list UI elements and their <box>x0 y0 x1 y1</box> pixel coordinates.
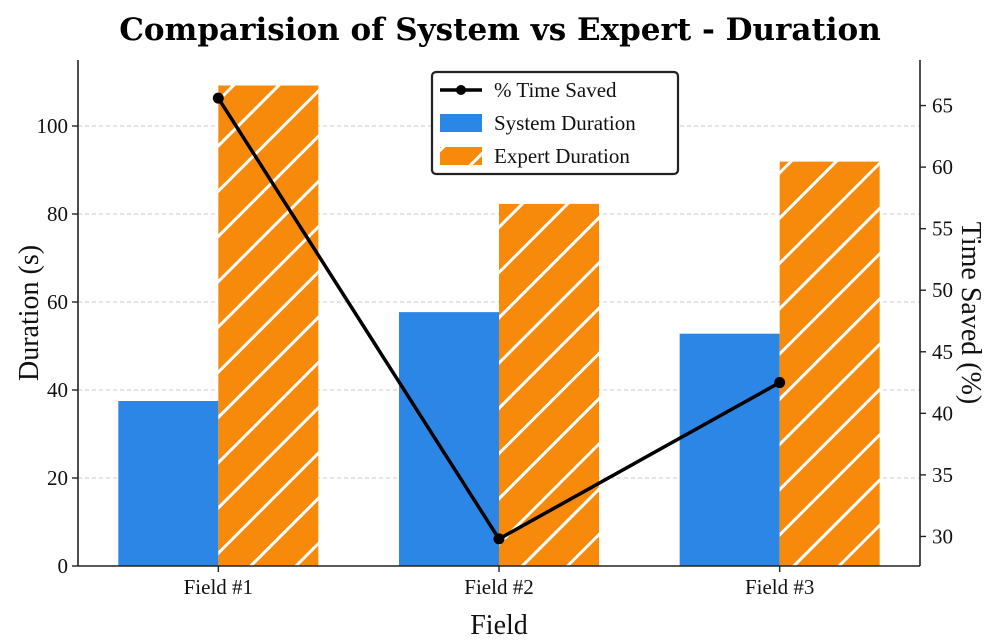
line-point <box>212 92 224 104</box>
x-axis-label: Field <box>470 610 528 641</box>
y-tick-label: 40 <box>47 378 68 402</box>
y-axis-label: Duration (s) <box>14 245 45 381</box>
legend-bar-swatch <box>440 147 482 165</box>
y2-tick-label: 35 <box>932 463 953 487</box>
y2-tick-label: 60 <box>932 155 953 179</box>
time-saved-line <box>212 92 786 545</box>
line-point <box>774 377 786 389</box>
legend-bar-swatch <box>440 114 482 132</box>
y2-axis-label: Time Saved (%) <box>955 222 986 405</box>
x-tick-label: Field #3 <box>745 575 814 599</box>
x-tick-label: Field #1 <box>184 575 253 599</box>
legend-label: System Duration <box>494 111 636 135</box>
bar-system-duration <box>118 401 219 566</box>
bar-expert-duration <box>779 161 880 566</box>
bar-system-duration <box>679 333 780 566</box>
bar-system-duration <box>399 312 499 566</box>
y-tick-label: 80 <box>47 202 68 226</box>
legend-box <box>430 70 680 176</box>
y-tick-label: 60 <box>47 290 68 314</box>
bar-expert-duration <box>499 203 599 566</box>
y2-tick-label: 55 <box>932 217 953 241</box>
chart-title: Comparision of System vs Expert - Durati… <box>119 12 881 48</box>
legend-label: Expert Duration <box>494 144 630 168</box>
y-tick-label: 0 <box>58 554 69 578</box>
legend: % Time Saved System Duration Expert Durati… <box>430 70 680 176</box>
y-tick-label: 100 <box>37 114 69 138</box>
y-tick-label: 20 <box>47 466 68 490</box>
line-point <box>493 533 505 545</box>
legend-line-marker <box>456 85 466 95</box>
y2-tick-label: 30 <box>932 524 953 548</box>
y2-tick-label: 50 <box>932 278 953 302</box>
bars <box>118 85 880 567</box>
ticks: 0 20 40 60 80 100 30 35 40 45 50 55 60 65 Field #1 Fiel… <box>37 94 954 599</box>
x-tick-label: Field #2 <box>464 575 533 599</box>
y2-tick-label: 40 <box>932 401 953 425</box>
y2-tick-label: 45 <box>932 340 953 364</box>
y2-tick-label: 65 <box>932 94 953 118</box>
legend-label: % Time Saved <box>494 78 617 102</box>
bar-expert-duration <box>218 85 319 567</box>
